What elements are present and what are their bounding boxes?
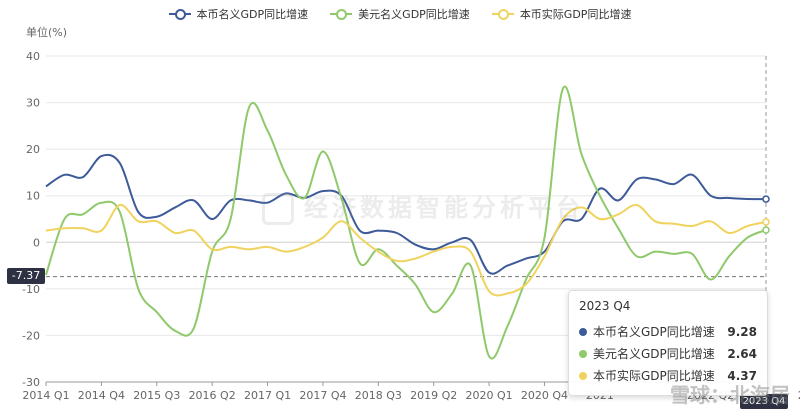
tooltip-value: 9.28 — [727, 324, 757, 339]
x-tick-label: 2020 Q4 — [521, 389, 568, 402]
tooltip-series-name: 本币实际GDP同比增速 — [593, 369, 715, 383]
legend-swatch-real-local — [491, 9, 514, 20]
series-line-1 — [45, 153, 767, 275]
watermark-logo-icon — [262, 193, 294, 225]
series-point-1 — [762, 195, 770, 203]
y-tick-label: 30 — [26, 97, 40, 110]
x-tick-label: 2016 Q2 — [189, 389, 236, 402]
tooltip-value: 2.64 — [727, 346, 757, 361]
tooltip-row: 美元名义GDP同比增速 2.64 — [579, 345, 757, 362]
legend-swatch-nominal-usd — [330, 9, 353, 20]
y-tick-label: -30 — [22, 376, 40, 389]
tooltip-row: 本币名义GDP同比增速 9.28 — [579, 323, 757, 340]
y-tick-label: 10 — [26, 190, 40, 203]
tooltip-series-name: 美元名义GDP同比增速 — [593, 347, 715, 361]
series-point-2 — [762, 226, 770, 234]
x-tick-label: 2014 Q1 — [22, 389, 69, 402]
tooltip-title: 2023 Q4 — [579, 299, 631, 313]
tooltip-dot — [579, 349, 587, 358]
tooltip-dot — [579, 371, 587, 380]
brand-watermark: 雪球：北海居 — [670, 383, 790, 407]
legend-item-real-local[interactable]: 本币实际GDP同比增速 — [491, 6, 632, 22]
x-axis-pointer-label: 2023 Q4 — [740, 394, 788, 409]
tooltip-series-name: 本币名义GDP同比增速 — [593, 325, 715, 339]
tooltip-dot — [579, 327, 587, 336]
tooltip-value: 4.37 — [727, 368, 757, 383]
y-tick-label: -20 — [22, 329, 40, 342]
legend-label: 美元名义GDP同比增速 — [358, 8, 470, 21]
watermark: 经济数据智能分析平台 — [262, 188, 584, 225]
x-tick-label: 2014 Q4 — [78, 389, 125, 402]
series-line-3 — [45, 203, 767, 297]
legend-swatch-nominal-local — [168, 9, 191, 20]
series-line-2 — [45, 85, 767, 360]
x-tick-label: 2017 Q4 — [299, 389, 346, 402]
x-tick-label: 2020 Q1 — [465, 389, 512, 402]
legend-label: 本币名义GDP同比增速 — [196, 8, 309, 21]
x-tick-label: 2017 Q1 — [244, 389, 291, 402]
y-axis-pointer-label: -7.37 — [7, 268, 45, 284]
series-point-3 — [762, 218, 770, 226]
y-tick-label: 20 — [26, 143, 40, 156]
y-tick-label: 0 — [33, 236, 40, 249]
x-tick-label: 2023 Q1 — [798, 389, 800, 402]
tooltip: 2023 Q4 本币名义GDP同比增速 9.28 美元名义GDP同比增速 2.6… — [568, 290, 768, 396]
legend-label: 本币实际GDP同比增速 — [519, 8, 632, 21]
y-axis-unit-label: 单位(%) — [26, 25, 67, 39]
legend-item-nominal-local[interactable]: 本币名义GDP同比增速 — [168, 6, 309, 22]
tooltip-row: 本币实际GDP同比增速 4.37 — [579, 367, 757, 384]
legend: 本币名义GDP同比增速 美元名义GDP同比增速 本币实际GDP同比增速 — [0, 6, 800, 22]
y-tick-label: 40 — [26, 50, 40, 63]
x-tick-label: 2018 Q3 — [355, 389, 402, 402]
y-tick-label: -10 — [22, 283, 40, 296]
x-tick-label: 2015 Q3 — [133, 389, 180, 402]
legend-item-nominal-usd[interactable]: 美元名义GDP同比增速 — [330, 6, 470, 22]
x-tick-label: 2019 Q2 — [410, 389, 457, 402]
